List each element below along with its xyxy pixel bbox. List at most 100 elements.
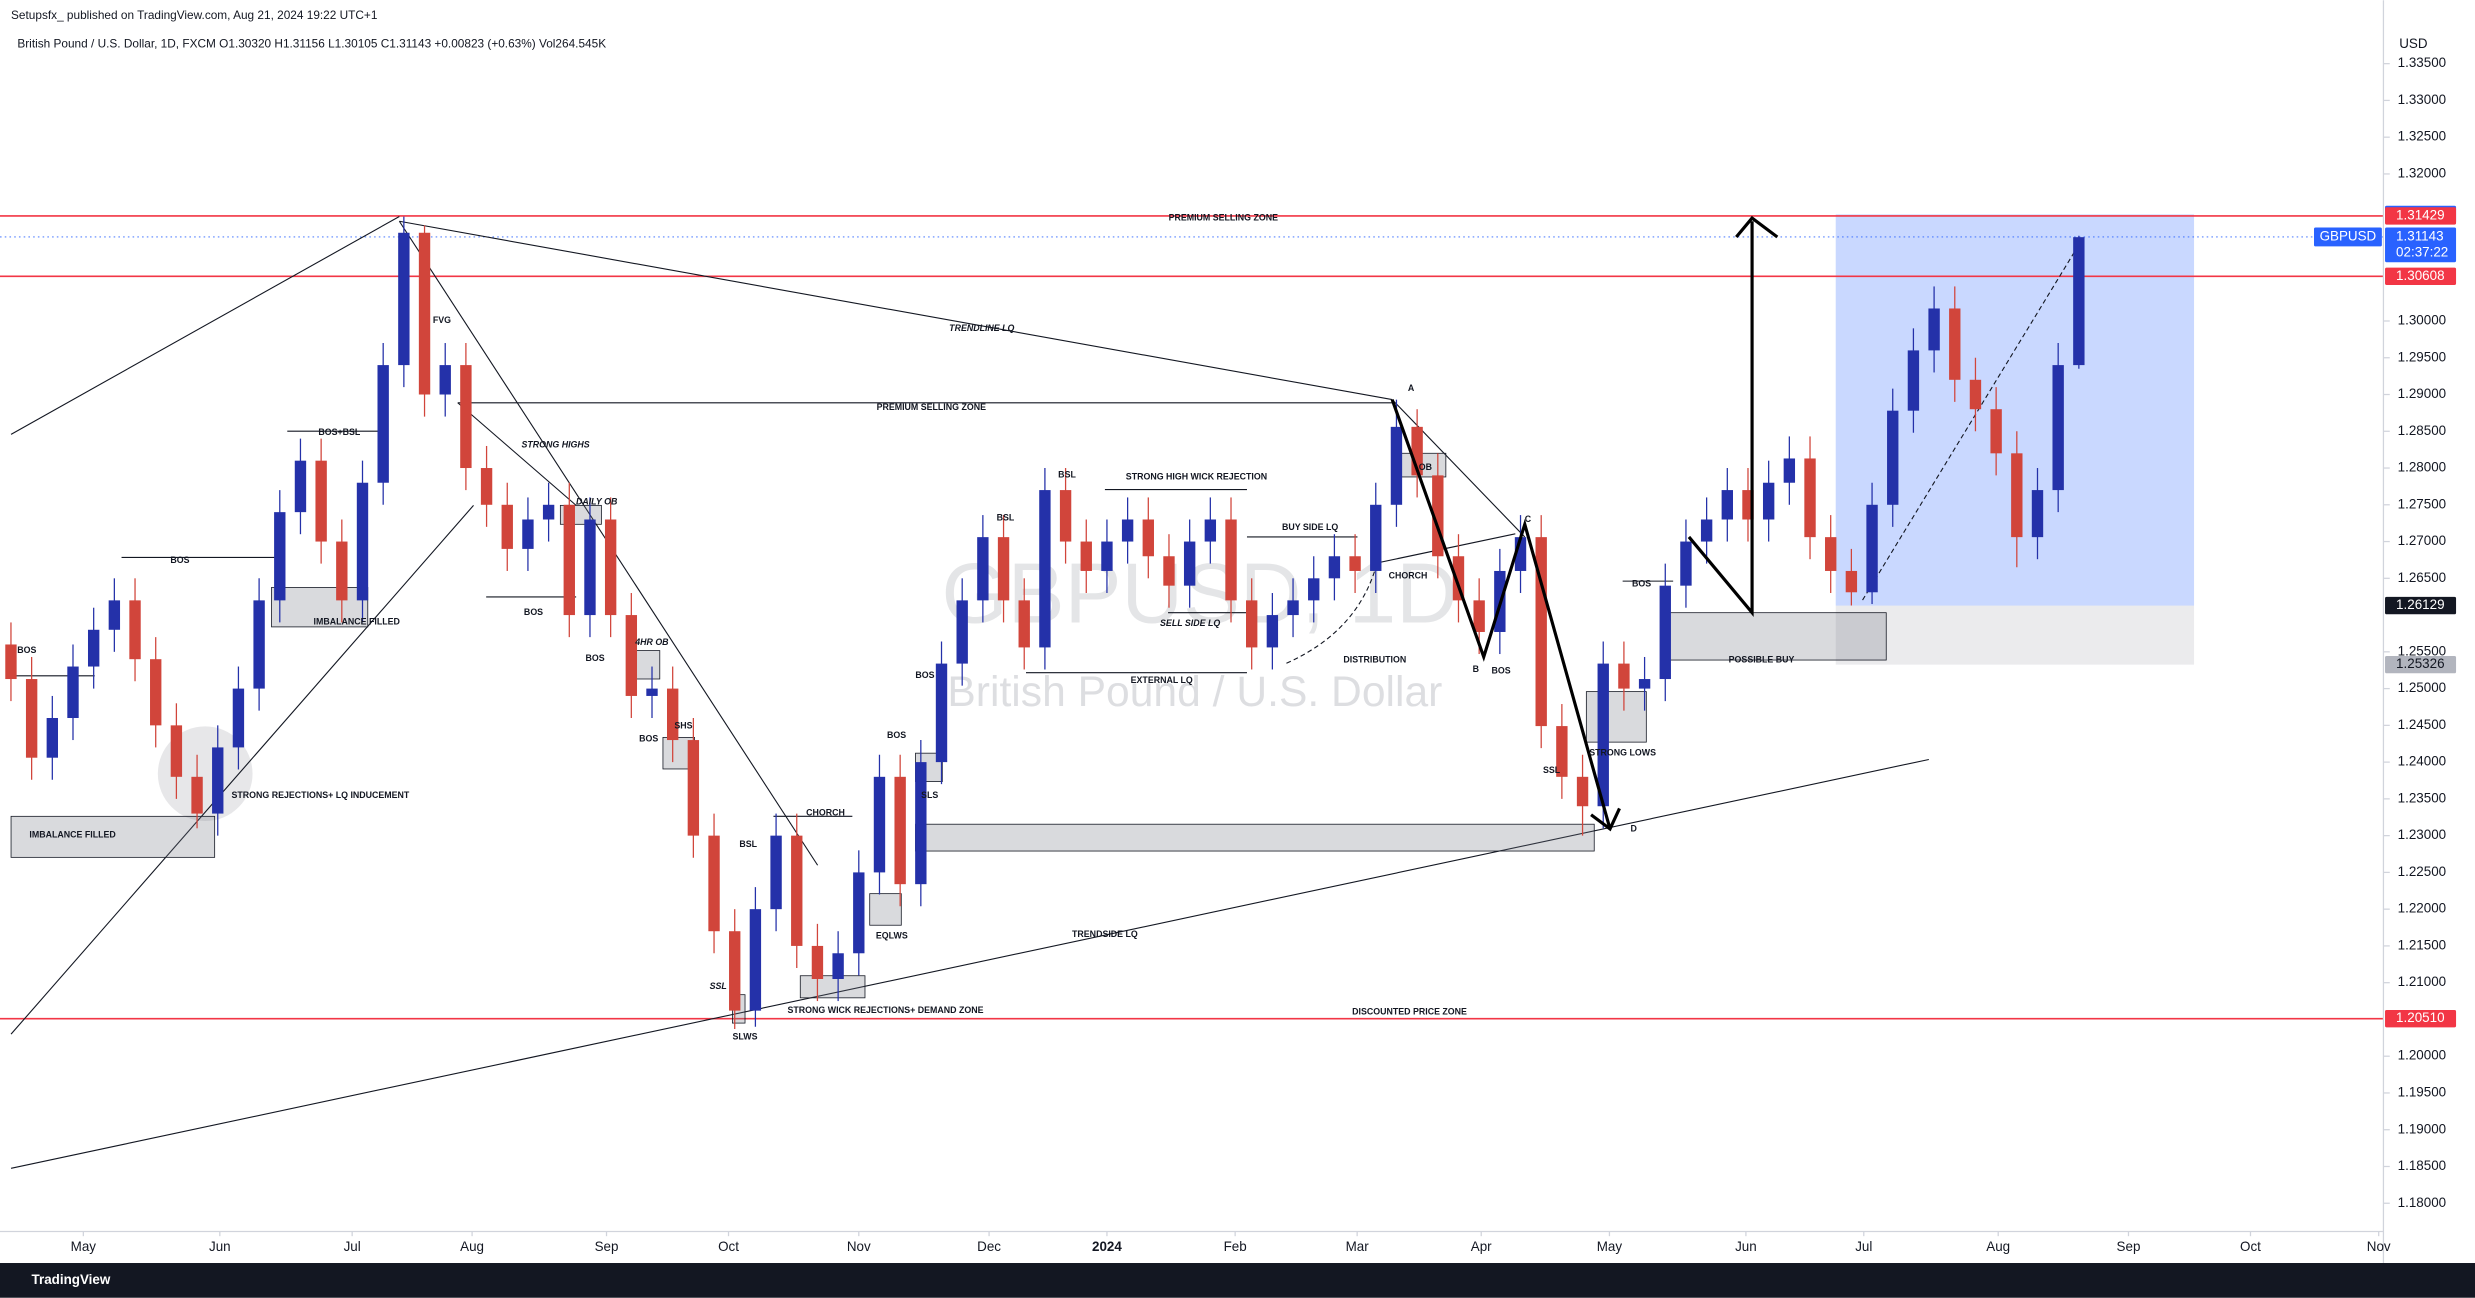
y-tick-label: 1.21500 xyxy=(2398,937,2446,952)
trendline xyxy=(399,220,1393,401)
arrow-head xyxy=(1590,807,1621,832)
y-tick-label: 1.23500 xyxy=(2398,790,2446,805)
footer-bar xyxy=(0,1263,2475,1298)
candle-body xyxy=(25,679,38,758)
candles xyxy=(5,216,2085,1029)
candle-body xyxy=(1618,663,1630,689)
annotation: PREMIUM SELLING ZONE xyxy=(877,402,986,412)
candle-body xyxy=(1742,490,1754,520)
candle-body xyxy=(2011,453,2023,538)
candle-body xyxy=(1349,556,1361,571)
y-tick-label: 1.25000 xyxy=(2398,680,2446,695)
current-price-label: 1.31143 xyxy=(2396,228,2443,243)
chart-title: British Pound / U.S. Dollar, 1D, FXCM O1… xyxy=(17,37,606,51)
candle-body xyxy=(1328,556,1341,579)
candle-body xyxy=(5,644,17,680)
candle-body xyxy=(1411,426,1423,476)
candle-body xyxy=(584,519,596,616)
y-tick-label: 1.32000 xyxy=(2398,165,2446,180)
candle-body xyxy=(1308,578,1320,601)
candle-body xyxy=(1887,410,1899,505)
x-tick-label: Jun xyxy=(209,1239,231,1254)
y-tick-label: 1.29000 xyxy=(2398,386,2446,401)
zone-box xyxy=(799,975,866,999)
zone-box xyxy=(869,893,902,926)
curve xyxy=(1286,565,1377,664)
candle-body xyxy=(2052,365,2064,491)
abcd-path xyxy=(1390,399,1612,830)
candle-body xyxy=(1845,570,1858,593)
candle-body xyxy=(356,482,369,601)
annotation: STRONG LOWS xyxy=(1589,748,1656,758)
countdown: 02:37:22 xyxy=(2396,244,2448,259)
candle-body xyxy=(1969,379,1982,410)
price-marker xyxy=(2385,655,2457,674)
candle-body xyxy=(418,232,431,395)
y-tick-label: 1.19000 xyxy=(2398,1121,2446,1136)
candle-body xyxy=(1287,600,1299,616)
annotation: BOS xyxy=(887,730,906,740)
annotation: IMBALANCE FILLED xyxy=(314,616,400,626)
candle-body xyxy=(853,872,865,954)
x-tick-label: Feb xyxy=(1224,1239,1247,1254)
annotation: BSL xyxy=(997,512,1015,522)
zone-box xyxy=(915,823,1595,852)
zone-box xyxy=(1585,691,1647,743)
x-tick-label: Sep xyxy=(2117,1239,2141,1254)
y-tick-label: 1.30000 xyxy=(2398,313,2446,328)
watermark-sub: British Pound / U.S. Dollar xyxy=(947,668,1442,716)
annotation: BSL xyxy=(739,839,757,849)
annotation: SSL xyxy=(710,981,727,991)
candle-body xyxy=(749,909,762,1011)
candle-body xyxy=(1246,600,1258,648)
candle-body xyxy=(997,537,1010,601)
candle-body xyxy=(687,740,700,836)
annotation: OB xyxy=(1419,462,1432,472)
candle-body xyxy=(336,541,348,601)
x-tick-label: May xyxy=(71,1239,97,1254)
candle-body xyxy=(1866,504,1878,593)
x-tick-label: Dec xyxy=(977,1239,1001,1254)
annotation: BSL xyxy=(1058,470,1076,480)
annotation: SSL xyxy=(1543,765,1561,775)
y-tick-label: 1.26500 xyxy=(2398,570,2446,585)
candle-body xyxy=(811,945,824,980)
candle-body xyxy=(46,718,59,758)
projection-path xyxy=(1687,221,1754,618)
x-tick-label: Nov xyxy=(847,1239,871,1254)
candle-body xyxy=(1142,519,1154,557)
y-tick-label: 1.33000 xyxy=(2398,92,2446,107)
y-tick-label: 1.24500 xyxy=(2398,717,2446,732)
y-tick-label: 1.20000 xyxy=(2398,1048,2446,1063)
y-tick-label: 1.22000 xyxy=(2398,901,2446,916)
candle-body xyxy=(1659,585,1671,680)
zones xyxy=(0,214,2384,1020)
x-tick-label: Jun xyxy=(1735,1239,1757,1254)
annotation: DISTRIBUTION xyxy=(1343,654,1406,664)
x-tick-label: May xyxy=(1597,1239,1623,1254)
x-tick-label: Sep xyxy=(595,1239,619,1254)
candle-body xyxy=(191,776,203,814)
annotation: C xyxy=(1525,514,1532,524)
candle-body xyxy=(542,504,555,520)
annotation: TRENDLINE LQ xyxy=(949,323,1014,333)
y-tick-label: 1.24000 xyxy=(2398,754,2446,769)
y-tick-label: 1.32500 xyxy=(2398,129,2446,144)
price-marker-label: 1.25326 xyxy=(2396,656,2444,671)
candle-body xyxy=(1039,490,1051,648)
candle-body xyxy=(1370,504,1382,571)
y-tick-label: 1.18500 xyxy=(2398,1158,2446,1173)
candle-body xyxy=(480,468,493,505)
candle-body xyxy=(1018,600,1030,648)
trendline xyxy=(10,216,400,435)
trendline xyxy=(457,402,577,506)
y-tick-label: 1.27500 xyxy=(2398,496,2446,511)
price-marker xyxy=(2385,207,2457,225)
candle-body xyxy=(873,776,886,873)
candle-body xyxy=(398,232,410,366)
candle-body xyxy=(2031,490,2044,538)
x-tick-label: 2024 xyxy=(1092,1239,1122,1254)
x-tick-label: Nov xyxy=(2367,1239,2391,1254)
annotation: BOS xyxy=(915,670,934,680)
